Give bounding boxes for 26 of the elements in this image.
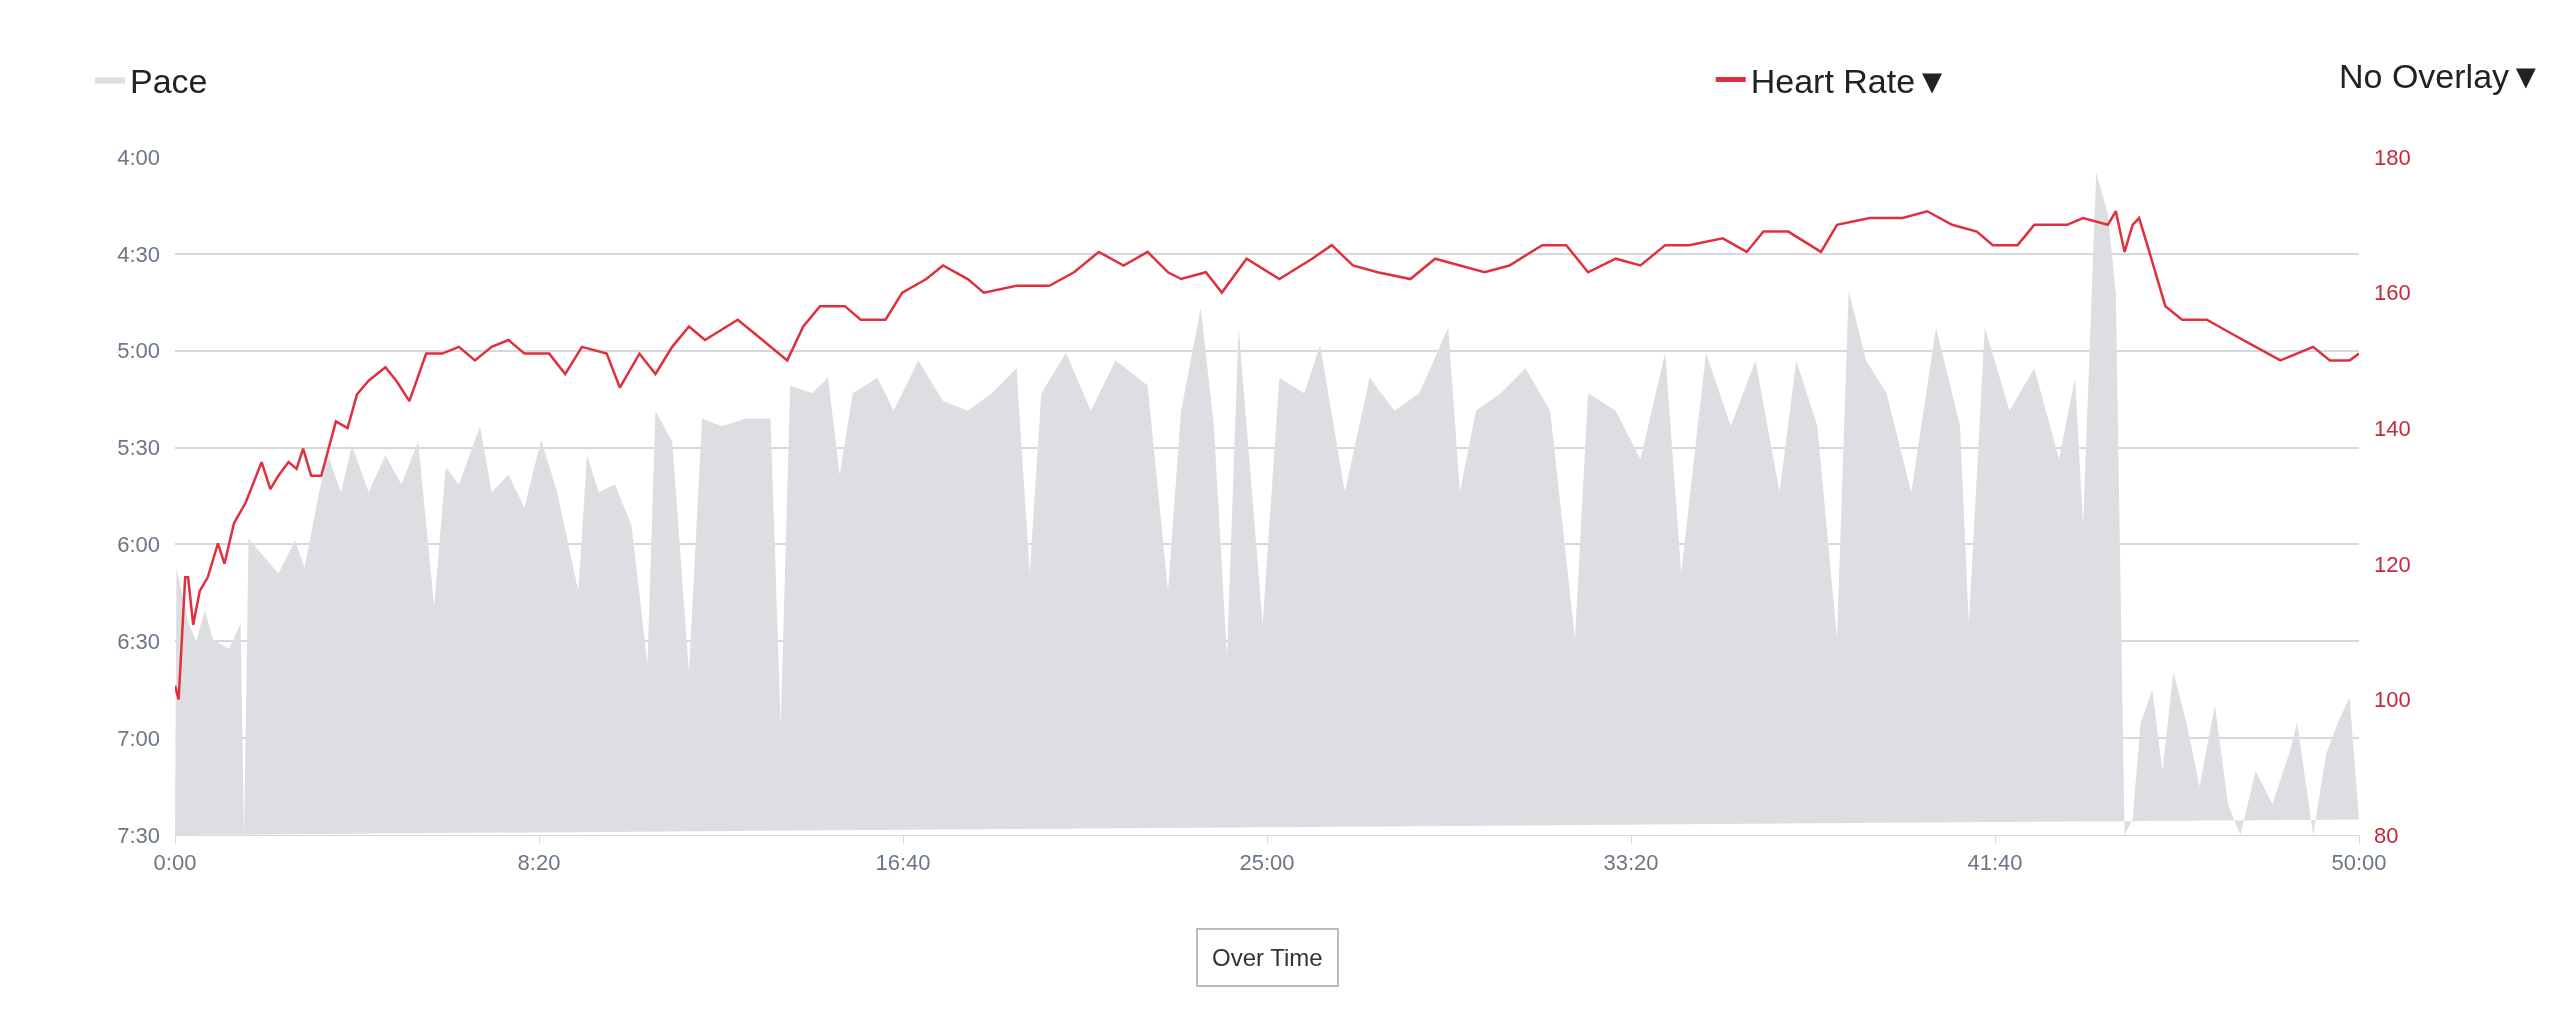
- text: No Overlay▼: [2339, 57, 2543, 95]
- y2-tick-label: 180: [2374, 144, 2411, 170]
- legend-label: Pace: [130, 61, 208, 100]
- y2-tick-label: 160: [2374, 280, 2411, 306]
- y-tick-label: 5:30: [117, 435, 160, 461]
- y-tick-label: 6:30: [117, 628, 160, 654]
- x-tick-label: 25:00: [1239, 850, 1295, 876]
- y2-tick-label: 100: [2374, 687, 2411, 713]
- legend-label: Heart Rate▼: [1750, 61, 1949, 100]
- x-tick-label: 33:20: [1603, 850, 1659, 876]
- y-tick-label: 7:30: [117, 822, 160, 848]
- y-tick-label: 5:00: [117, 338, 160, 364]
- y2-tick-label: 120: [2374, 551, 2411, 577]
- x-tick-label: 41:40: [1967, 850, 2023, 876]
- text: Over Time: [1212, 944, 1323, 971]
- y-tick-label: 7:00: [117, 725, 160, 751]
- x-tick-label: 8:20: [517, 850, 561, 876]
- x-tick-label: 0:00: [153, 850, 197, 876]
- y-tick-label: 4:00: [117, 144, 160, 170]
- y2-tick-label: 80: [2374, 822, 2399, 848]
- x-tick-label: 16:40: [875, 850, 931, 876]
- line-series: [175, 209, 2359, 701]
- y-tick-label: 4:30: [117, 241, 160, 267]
- x-tick-label: 50:00: [2331, 850, 2387, 876]
- y-tick-label: 6:00: [117, 532, 160, 558]
- y2-tick-label: 140: [2374, 415, 2411, 441]
